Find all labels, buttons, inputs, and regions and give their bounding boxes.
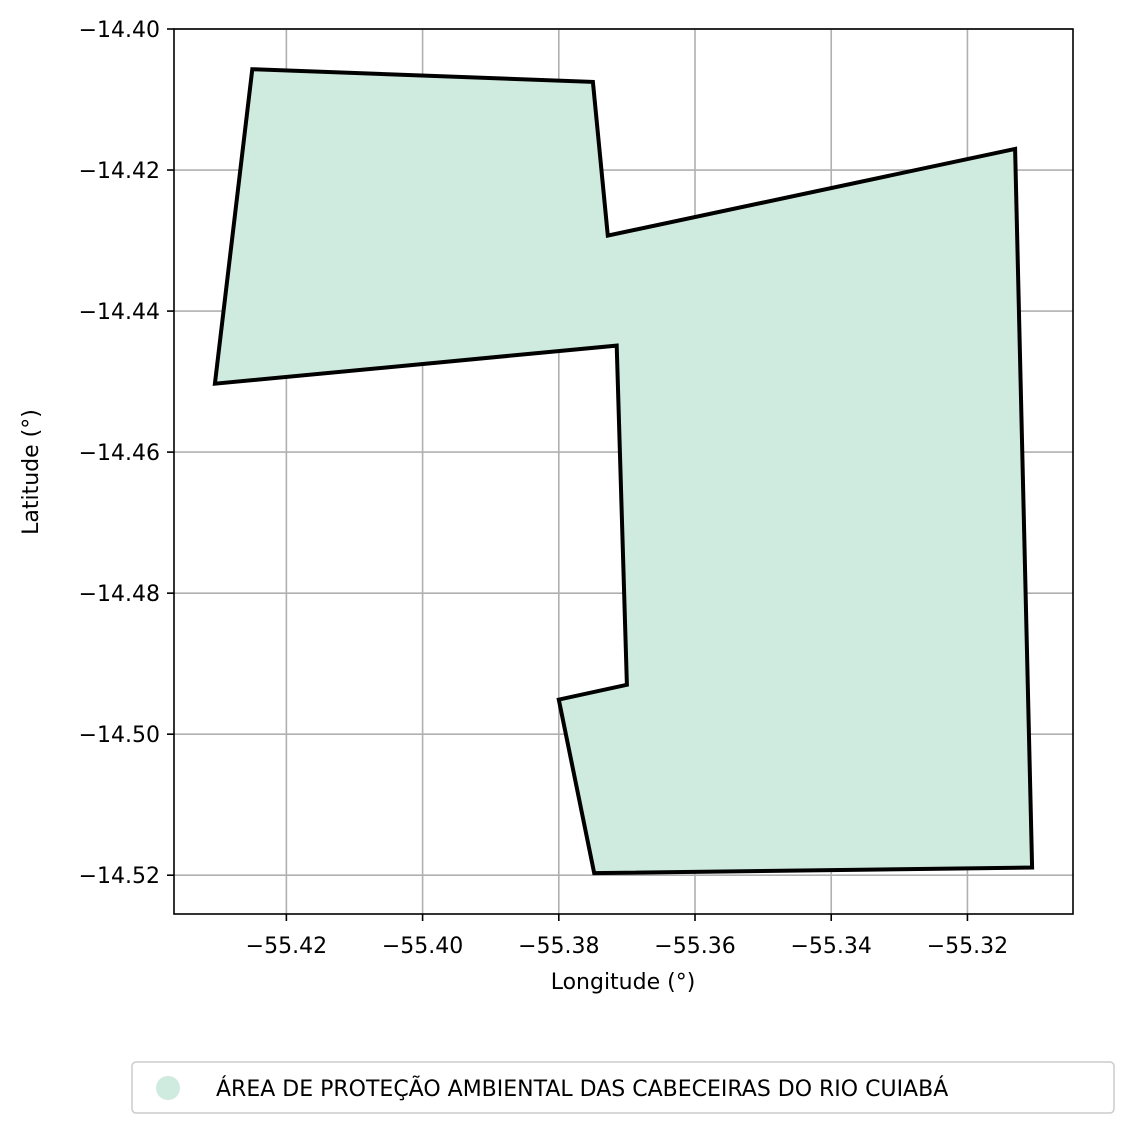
legend: ÁREA DE PROTEÇÃO AMBIENTAL DAS CABECEIRA…	[131, 1061, 1115, 1114]
x-tick-label: −55.32	[927, 934, 1008, 959]
y-tick-label: −14.46	[79, 441, 160, 466]
x-tick-label: −55.40	[382, 934, 463, 959]
y-axis-ticks: −14.40 −14.42 −14.44 −14.46 −14.48 −14.50 −14.…	[79, 18, 174, 889]
x-tick-label: −55.36	[654, 934, 735, 959]
protected-area-polygon	[212, 67, 1035, 876]
y-tick-label: −14.50	[79, 723, 160, 748]
y-axis-label: Latitude (°)	[19, 409, 44, 535]
y-tick-label: −14.40	[79, 18, 160, 43]
y-tick-label: −14.42	[79, 159, 160, 184]
legend-box	[131, 1061, 1115, 1114]
plot-frame	[173, 28, 1074, 915]
polygon-layer	[212, 67, 1035, 876]
x-axis-ticks: −55.42 −55.40 −55.38 −55.36 −55.34 −55.32	[246, 914, 1008, 959]
x-tick-label: −55.34	[791, 934, 872, 959]
y-tick-label: −14.48	[79, 582, 160, 607]
legend-label: ÁREA DE PROTEÇÃO AMBIENTAL DAS CABECEIRA…	[216, 1075, 948, 1102]
x-tick-label: −55.42	[246, 934, 327, 959]
y-tick-label: −14.44	[79, 300, 160, 325]
legend-swatch	[156, 1076, 180, 1100]
y-tick-label: −14.52	[79, 864, 160, 889]
x-tick-label: −55.38	[518, 934, 599, 959]
x-axis-label: Longitude (°)	[551, 970, 696, 995]
